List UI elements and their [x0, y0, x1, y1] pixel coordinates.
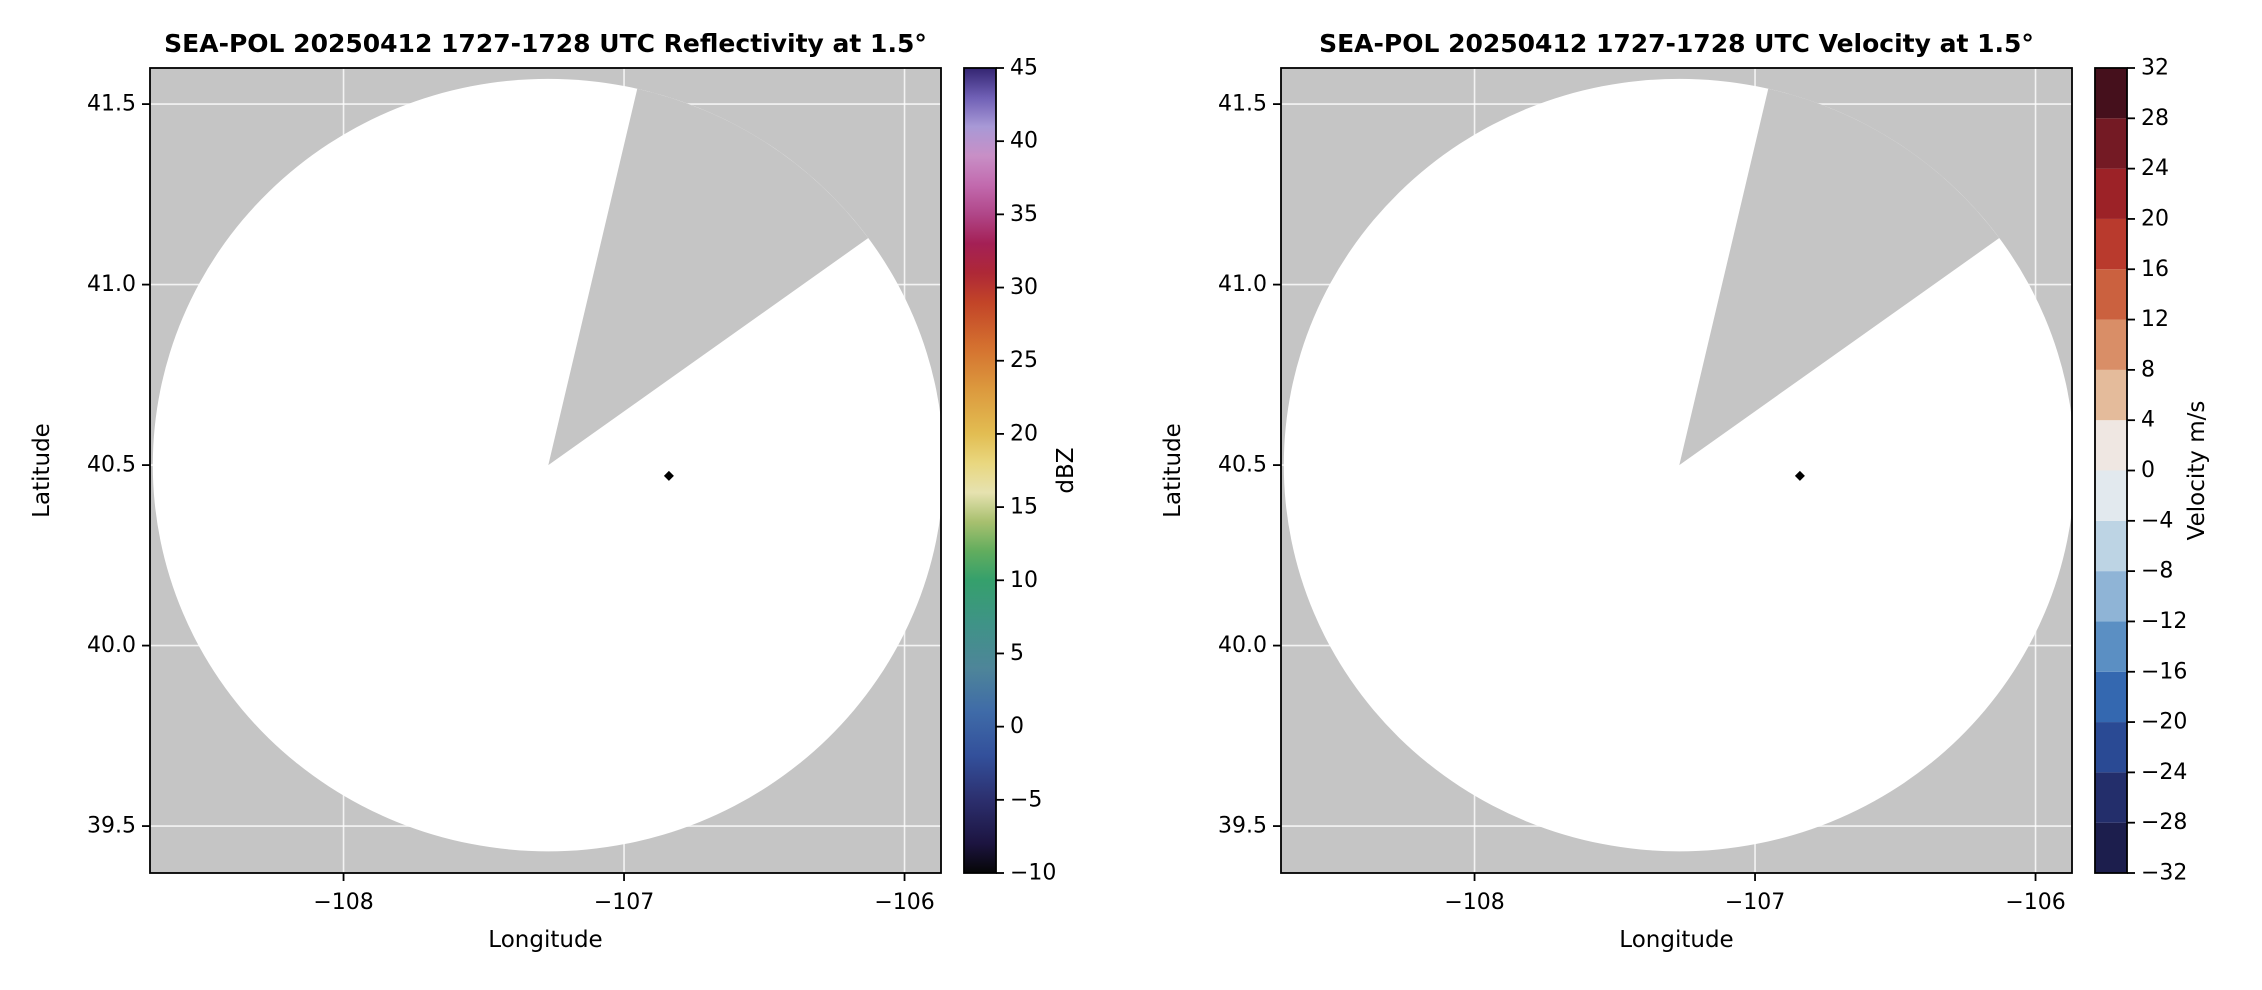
colorbar-tick-label: 5: [1010, 641, 1024, 666]
colorbar-border: [963, 67, 997, 874]
y-axis-label: Latitude: [29, 423, 55, 518]
y-tick-label: 40.5: [87, 453, 136, 478]
colorbar-tick-label: 20: [1010, 421, 1038, 446]
velocity-plot: −108 −107 −106 39.5 40.0 40.5 41.0 41.5 Longitud…: [1160, 29, 2210, 953]
reflectivity-panel: −108 −107 −106 39.5 40.0 40.5 41.0 41.5 Longitud…: [29, 29, 1079, 953]
colorbar-label: Velocity m/s: [2184, 401, 2210, 541]
blocked-sector: [548, 88, 869, 466]
colorbar-tick-label: 12: [2141, 307, 2169, 332]
x-axis-label: Longitude: [1619, 927, 1733, 953]
y-tick-label: 40.5: [1218, 453, 1267, 478]
x-tick-label: −106: [2005, 890, 2065, 915]
colorbar-tick-label: 35: [1010, 202, 1038, 227]
colorbar-band: [2095, 118, 2127, 169]
colorbar-tick-label: 0: [1010, 714, 1024, 739]
colorbar-band: [2095, 470, 2127, 521]
reflectivity-plot: −108 −107 −106 39.5 40.0 40.5 41.0 41.5 Longitud…: [29, 29, 1079, 953]
y-axis-label: Latitude: [1160, 423, 1186, 518]
y-tick-label: 41.5: [1218, 92, 1267, 117]
x-axis-label: Longitude: [488, 927, 602, 953]
colorbar-band: [2095, 671, 2127, 723]
colorbar-tick-label: 25: [1010, 348, 1038, 373]
colorbar-tick-label: −10: [1010, 861, 1056, 886]
colorbar-tick-label: 32: [2141, 56, 2169, 81]
colorbar-tick-label: −5: [1010, 787, 1042, 812]
y-tick-label: 41.0: [1218, 272, 1267, 297]
colorbar-tick-label: −28: [2141, 810, 2187, 835]
colorbar-tick-label: −4: [2141, 508, 2173, 533]
colorbar-tick-label: 20: [2141, 206, 2169, 231]
radar-marker: [1794, 470, 1805, 481]
colorbar-tick-label: 40: [1010, 129, 1038, 154]
colorbar-band: [2095, 722, 2127, 773]
colorbar-band: [2095, 369, 2127, 421]
colorbar-band: [2095, 571, 2127, 622]
x-tick-label: −107: [1725, 890, 1785, 915]
colorbar: [964, 68, 996, 873]
y-tick-label: 41.0: [87, 272, 136, 297]
colorbar-band: [2095, 269, 2127, 320]
x-tick-label: −107: [594, 890, 654, 915]
colorbar-band: [2095, 621, 2127, 672]
colorbar-band: [2095, 319, 2127, 370]
y-tick-label: 41.5: [87, 92, 136, 117]
plot-area: [150, 68, 941, 873]
colorbar-band: [2095, 822, 2127, 873]
y-tick-label: 40.0: [87, 633, 136, 658]
colorbar-tick-label: −32: [2141, 861, 2187, 886]
colorbar-tick-label: −20: [2141, 710, 2187, 735]
colorbar-tick-label: 28: [2141, 106, 2169, 131]
colorbar-tick-label: 0: [2141, 458, 2155, 483]
blocked-sector: [1679, 88, 2000, 466]
colorbar-tick-label: 15: [1010, 495, 1038, 520]
plot-title: SEA-POL 20250412 1727-1728 UTC Reflectiv…: [164, 29, 927, 58]
colorbar-tick-label: −16: [2141, 659, 2187, 684]
colorbar-band: [2095, 68, 2127, 119]
x-tick-label: −108: [1444, 890, 1504, 915]
colorbar-tick-label: 30: [1010, 275, 1038, 300]
colorbar-tick-label: 24: [2141, 156, 2169, 181]
colorbar-tick-label: 10: [1010, 568, 1038, 593]
colorbar-band: [2095, 520, 2127, 572]
y-tick-label: 40.0: [1218, 633, 1267, 658]
colorbar-band: [2095, 218, 2127, 270]
axes-border: [149, 67, 942, 874]
axes-border: [1280, 67, 2073, 874]
colorbar-band: [2095, 772, 2127, 823]
y-tick-label: 39.5: [1218, 814, 1267, 839]
radar-marker: [663, 470, 674, 481]
colorbar-label: dBZ: [1053, 447, 1079, 493]
colorbar-tick-label: 45: [1010, 56, 1038, 81]
x-tick-label: −106: [874, 890, 934, 915]
colorbar-tick-label: 8: [2141, 357, 2155, 382]
x-tick-label: −108: [313, 890, 373, 915]
plot-title: SEA-POL 20250412 1727-1728 UTC Velocity …: [1319, 29, 2034, 58]
colorbar-band: [2095, 168, 2127, 219]
y-tick-label: 39.5: [87, 814, 136, 839]
colorbar-tick-label: 4: [2141, 408, 2155, 433]
colorbar-tick-label: −12: [2141, 609, 2187, 634]
colorbar-band: [2095, 420, 2127, 471]
colorbar-tick-label: −24: [2141, 760, 2187, 785]
colorbar-tick-label: 16: [2141, 257, 2169, 282]
plot-area: [1281, 68, 2072, 873]
velocity-panel: −108 −107 −106 39.5 40.0 40.5 41.0 41.5 Longitud…: [1131, 0, 2262, 990]
colorbar-tick-label: −8: [2141, 559, 2173, 584]
